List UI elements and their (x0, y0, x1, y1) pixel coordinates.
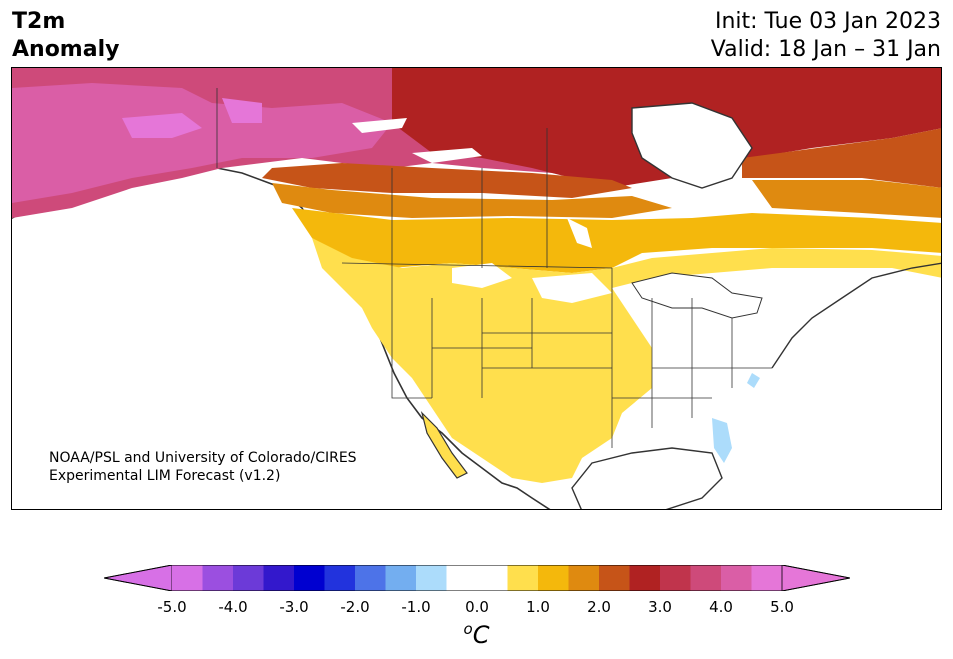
unit-superscript: o (463, 620, 473, 638)
colorbar-segment (263, 565, 295, 591)
great-bear-lake (412, 148, 482, 163)
colorbar-unit-label: oC (0, 620, 953, 649)
colorbar-under-arrow (104, 565, 173, 591)
colorbar-tick-label: -3.0 (279, 598, 309, 616)
great-slave-lake (352, 118, 407, 133)
credit-text: NOAA/PSL and University of Colorado/CIRE… (49, 449, 357, 485)
title-line-anomaly: Anomaly (12, 37, 120, 62)
colorbar-segment (202, 565, 234, 591)
anomaly-neutral-prairie (452, 263, 612, 303)
colorbar-tick-label: -2.0 (340, 598, 370, 616)
colorbar-tick-label: 3.0 (648, 598, 672, 616)
colorbar-tick-label: 4.0 (709, 598, 733, 616)
credit-line-2: Experimental LIM Forecast (v1.2) (49, 468, 281, 484)
credit-line-1: NOAA/PSL and University of Colorado/CIRE… (49, 450, 357, 466)
atlantic-coast (771, 262, 941, 369)
valid-range: Valid: 18 Jan – 31 Jan (710, 37, 941, 62)
colorbar-over-arrow (781, 565, 850, 591)
colorbar-segment (568, 565, 600, 591)
colorbar-tick-label: -1.0 (401, 598, 431, 616)
anomaly-band-cool (712, 373, 760, 463)
anomaly-map (11, 67, 942, 510)
colorbar-tick-label: 1.0 (526, 598, 550, 616)
colorbar-segment (355, 565, 386, 591)
baja-california (420, 411, 468, 479)
anomaly-band-7 (122, 98, 262, 138)
colorbar-segment (599, 565, 630, 591)
colorbar-segment (477, 565, 508, 591)
colorbar-segment (294, 565, 325, 591)
lake-winnipeg (567, 218, 592, 248)
colorbar-ticks: -5.0 -4.0 -3.0 -2.0 -1.0 0.0 1.0 2.0 3.0 4.0 5.0 (0, 598, 953, 618)
colorbar-tick-label: 2.0 (587, 598, 611, 616)
colorbar-segment (629, 565, 661, 591)
colorbar-segment (507, 565, 539, 591)
colorbar-tick-label: 0.0 (465, 598, 489, 616)
anomaly-band-1 (312, 238, 941, 483)
forecast-dates: Init: Tue 03 Jan 2023 Valid: 18 Jan – 31… (711, 8, 941, 64)
anomaly-band-4 (262, 128, 941, 198)
great-lakes (631, 272, 763, 319)
colorbar-segment (385, 565, 417, 591)
colorbar-segment (538, 565, 569, 591)
init-date: Init: Tue 03 Jan 2023 (714, 9, 941, 34)
colorbar-segment (233, 565, 264, 591)
colorbar (104, 565, 850, 591)
colorbar-segment (721, 565, 752, 591)
colorbar-segment (416, 565, 447, 591)
colorbar-segment (446, 565, 478, 591)
colorbar-segment (172, 565, 203, 591)
map-canvas (12, 68, 941, 509)
colorbar-tick-label: 5.0 (770, 598, 794, 616)
colorbar-segment (751, 565, 783, 591)
colorbar-segment (690, 565, 722, 591)
anomaly-band-8 (12, 83, 392, 203)
political-borders (216, 88, 772, 448)
colorbar-tick-label: -5.0 (157, 598, 187, 616)
colorbar-segment (660, 565, 691, 591)
hudson-bay (631, 102, 753, 189)
unit-base: C (472, 621, 490, 649)
colorbar-tick-label: -4.0 (218, 598, 248, 616)
title-line-variable: T2m (12, 9, 66, 34)
map-title: T2m Anomaly (12, 8, 119, 64)
gulf-of-mexico (571, 447, 723, 509)
colorbar-segment (324, 565, 356, 591)
